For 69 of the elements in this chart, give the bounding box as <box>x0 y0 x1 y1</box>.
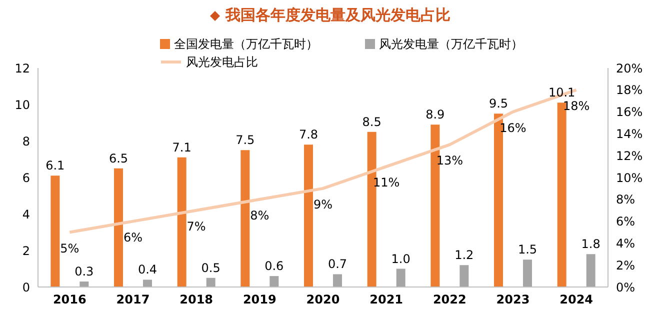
bar <box>304 144 313 287</box>
y2-tick-label: 12% <box>616 148 643 163</box>
x-tick-label: 2023 <box>496 292 530 307</box>
bar <box>270 276 279 287</box>
legend-label: 风光发电占比 <box>186 54 258 70</box>
y2-tick-label: 18% <box>616 83 643 98</box>
data-label: 0.7 <box>328 257 348 272</box>
y2-tick-label: 16% <box>616 105 643 120</box>
y-tick-label: 12 <box>14 61 30 76</box>
data-label: 1.8 <box>581 237 600 252</box>
y2-tick-label: 10% <box>616 170 643 185</box>
data-label: 9% <box>313 197 333 212</box>
x-tick-label: 2019 <box>242 292 276 307</box>
y-tick-label: 6 <box>22 170 30 185</box>
chart-title: 我国各年度发电量及风光发电占比 <box>226 6 450 25</box>
data-label: 1.5 <box>518 242 538 257</box>
data-label: 6.5 <box>108 151 128 166</box>
bar <box>114 168 123 287</box>
bar <box>80 282 89 287</box>
data-label: 0.6 <box>264 259 284 274</box>
x-tick-label: 2024 <box>560 292 594 307</box>
y-tick-label: 2 <box>22 244 30 258</box>
y2-tick-label: 20% <box>616 61 643 76</box>
data-label: 8.5 <box>362 114 382 129</box>
bar <box>523 260 532 287</box>
data-label: 1.0 <box>391 252 410 266</box>
bar <box>177 157 186 287</box>
data-label: 1.2 <box>454 248 474 262</box>
data-label: 8.9 <box>426 108 445 122</box>
bar <box>494 114 503 287</box>
y2-tick-label: 8% <box>616 192 636 207</box>
legend-label: 全国发电量（万亿千瓦时） <box>174 36 318 52</box>
bar <box>206 278 216 287</box>
legend-label: 风光发电量（万亿千瓦时） <box>379 36 523 52</box>
y-tick-label: 10 <box>14 98 30 112</box>
x-tick-label: 2016 <box>52 292 86 307</box>
bar <box>333 274 342 287</box>
y2-tick-label: 14% <box>616 126 643 141</box>
data-label: 5% <box>60 241 80 256</box>
bar <box>50 176 60 287</box>
y2-tick-label: 6% <box>616 214 636 229</box>
data-label: 6% <box>123 230 143 244</box>
data-label: 0.5 <box>201 260 220 275</box>
x-tick-label: 2020 <box>306 292 340 307</box>
x-tick-label: 2022 <box>432 292 466 307</box>
data-label: 8% <box>250 208 270 222</box>
bar <box>460 265 469 287</box>
y-tick-label: 8 <box>22 134 30 148</box>
x-tick-label: 2018 <box>180 292 214 307</box>
bar <box>396 268 406 287</box>
y-tick-label: 4 <box>22 207 30 222</box>
data-label: 7.1 <box>172 140 192 154</box>
data-label: 7.8 <box>298 128 318 142</box>
y2-tick-label: 4% <box>616 236 636 250</box>
x-tick-label: 2021 <box>370 292 404 307</box>
y2-tick-label: 0% <box>616 280 636 294</box>
bar <box>143 280 152 287</box>
data-label: 7% <box>186 219 206 234</box>
y2-tick-label: 2% <box>616 258 636 272</box>
data-label: 6.1 <box>46 158 65 173</box>
y-tick-label: 0 <box>22 280 30 294</box>
data-label: 0.4 <box>138 262 158 277</box>
data-label: 7.5 <box>236 133 255 148</box>
bar <box>240 150 250 287</box>
bar <box>586 254 596 287</box>
x-tick-label: 2017 <box>116 292 150 307</box>
data-label: 0.3 <box>74 264 94 279</box>
data-label: 9.5 <box>488 96 508 111</box>
data-label: 10.1 <box>548 86 576 100</box>
